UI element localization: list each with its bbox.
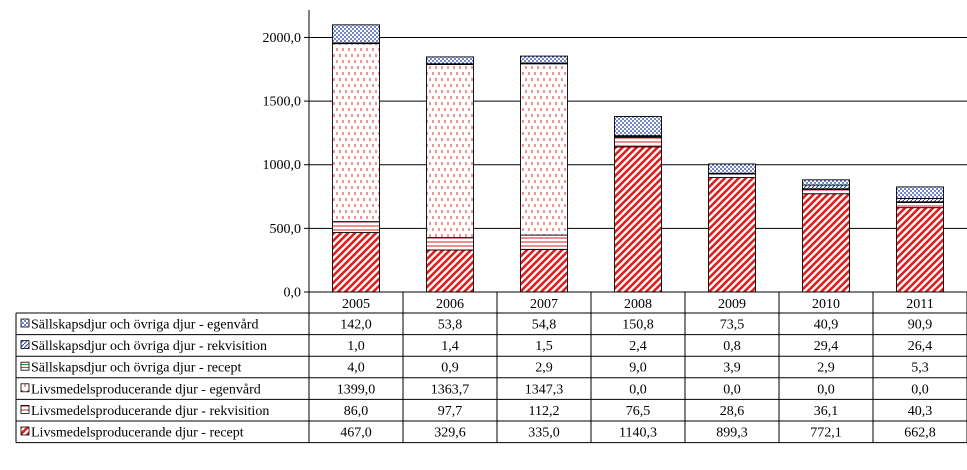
table-cell-value: 40,9 <box>814 318 839 333</box>
table-header-year: 2006 <box>436 297 464 312</box>
y-tick-label: 2000,0 <box>263 31 302 46</box>
table-cell-value: 112,2 <box>529 404 560 419</box>
table-cell-value: 0,0 <box>629 382 647 397</box>
bars <box>332 24 944 293</box>
table-cell-value: 662,8 <box>904 426 936 441</box>
table-header-year: 2009 <box>718 297 746 312</box>
bar-segment <box>802 184 850 190</box>
table-cell-value: 1399,0 <box>337 382 376 397</box>
legend-label: Livsmedelsproducerande djur - egenvård <box>31 382 261 397</box>
table-cell-value: 1,5 <box>535 339 553 354</box>
table-cell-value: 142,0 <box>340 318 372 333</box>
bar-segment <box>426 63 474 239</box>
table-cell-value: 0,0 <box>723 382 741 397</box>
legend-key <box>20 340 30 350</box>
bar-segment <box>896 198 944 203</box>
table-cell-value: 1363,7 <box>431 382 470 397</box>
table-cell-value: 329,6 <box>434 426 466 441</box>
table-cell-value: 1347,3 <box>525 382 564 397</box>
table-header-year: 2005 <box>342 297 370 312</box>
bar-segment <box>332 43 380 223</box>
bar-segment <box>896 202 944 209</box>
table-cell-value: 86,0 <box>344 404 369 419</box>
y-tick-label: 500,0 <box>270 222 302 237</box>
table-header-year: 2011 <box>906 297 933 312</box>
table-cell-value: 73,5 <box>720 318 745 333</box>
table-cell-value: 3,9 <box>723 361 741 376</box>
table-cell-value: 36,1 <box>814 404 839 419</box>
table-cell-value: 4,0 <box>347 361 365 376</box>
bar-segment <box>802 179 850 186</box>
table-cell-value: 76,5 <box>626 404 651 419</box>
bar-segment <box>332 24 380 44</box>
y-tick-label: 1000,0 <box>263 158 302 173</box>
table-cell-value: 1,4 <box>441 339 459 354</box>
legend-label: Livsmedelsproducerande djur - rekvisitio… <box>31 404 269 419</box>
legend-key <box>20 404 30 414</box>
data-table: 2005 2006 2007 2008 2009 2010 2011 Sällskapsdju… <box>15 291 967 444</box>
table-cell-value: 2,4 <box>629 339 647 354</box>
bar-segment <box>896 186 944 199</box>
y-axis-ticks: 0,0 500,0 1000,0 1500,0 2000,0 <box>263 31 309 301</box>
table-cell-value: 335,0 <box>528 426 560 441</box>
table-cell-value: 26,4 <box>908 339 933 354</box>
y-tick-label: 1500,0 <box>263 95 302 110</box>
table-cell-value: 2,9 <box>817 361 835 376</box>
y-tick-label: 0,0 <box>284 286 302 301</box>
table-cell-value: 40,3 <box>908 404 933 419</box>
table-cell-value: 150,8 <box>622 318 654 333</box>
table-cell-value: 54,8 <box>532 318 557 333</box>
table-cell-value: 772,1 <box>810 426 842 441</box>
table-cell-value: 2,9 <box>535 361 553 376</box>
bar-segment <box>426 249 474 293</box>
bar-segment <box>614 146 662 293</box>
table-cell-value: 0,0 <box>817 382 835 397</box>
table-cell-value: 90,9 <box>908 318 933 333</box>
bar-segment <box>708 163 756 174</box>
legend-label: Sällskapsdjur och övriga djur - egenvård <box>31 318 258 333</box>
table-cell-value: 1,0 <box>347 339 365 354</box>
bar-segment <box>802 188 850 195</box>
legend-key <box>20 361 30 371</box>
bar-segment <box>426 56 474 65</box>
table-cell-value: 9,0 <box>629 361 647 376</box>
bar-segment <box>520 248 568 293</box>
bar-segment <box>708 177 756 293</box>
table-header-year: 2008 <box>624 297 652 312</box>
bar-segment <box>802 193 850 293</box>
table-cell-value: 53,8 <box>438 318 463 333</box>
table-cell-value: 0,0 <box>911 382 929 397</box>
table-header-year: 2007 <box>530 297 558 312</box>
table-cell-value: 899,3 <box>716 426 748 441</box>
legend-key <box>20 426 30 436</box>
bar-segment <box>896 207 944 293</box>
legend-label: Sällskapsdjur och övriga djur - recept <box>31 361 241 376</box>
legend-label: Sällskapsdjur och övriga djur - rekvisit… <box>31 339 267 354</box>
table-cell-value: 29,4 <box>814 339 839 354</box>
bar-segment <box>520 63 568 236</box>
bar-segment <box>520 55 568 64</box>
legend-label: Livsmedelsproducerande djur - recept <box>31 426 244 441</box>
legend-key <box>20 383 30 393</box>
table-cell-value: 28,6 <box>720 404 745 419</box>
table-cell-value: 0,9 <box>441 361 459 376</box>
bar-segment <box>520 234 568 250</box>
bar-segment <box>614 116 662 137</box>
bar-segment <box>332 221 380 234</box>
table-cell-value: 0,8 <box>723 339 741 354</box>
legend-key <box>20 318 30 328</box>
table-cell-value: 5,3 <box>911 361 929 376</box>
bar-segment <box>426 237 474 251</box>
table-cell-value: 467,0 <box>340 426 372 441</box>
bar-segment <box>614 136 662 148</box>
table-cell-value: 97,7 <box>438 404 463 419</box>
bar-segment <box>332 232 380 293</box>
table-cell-value: 1140,3 <box>619 426 657 441</box>
table-header-year: 2010 <box>812 297 840 312</box>
